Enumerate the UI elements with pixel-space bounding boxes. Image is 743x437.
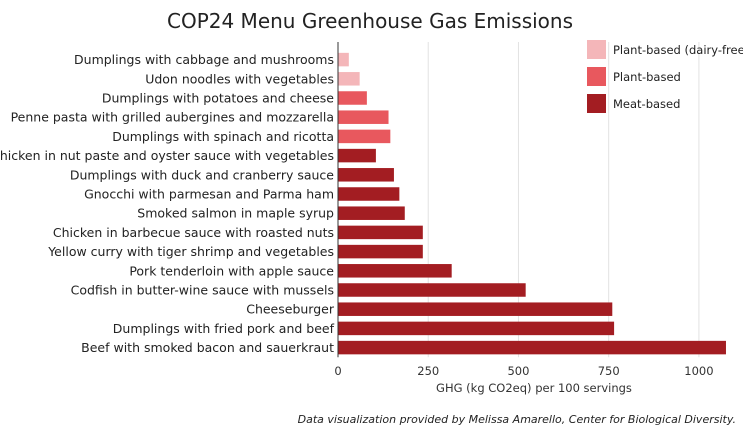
- x-axis-ticks: 0 250 500 750 1000: [334, 364, 713, 378]
- category-label: Smoked salmon in maple syrup: [137, 206, 334, 221]
- bar: [338, 129, 391, 144]
- bar: [338, 52, 349, 67]
- x-axis-title: GHG (kg CO2eq) per 100 servings: [436, 381, 632, 395]
- category-label: Udon noodles with vegetables: [145, 71, 334, 86]
- bar: [338, 264, 452, 278]
- category-label: Dumplings with duck and cranberry sauce: [70, 167, 334, 182]
- legend-label: Plant-based (dairy-free): [613, 43, 743, 57]
- bar: [338, 110, 389, 124]
- category-label: Cheeseburger: [246, 302, 335, 317]
- x-tick-label: 1000: [684, 364, 713, 378]
- category-label: Dumplings with fried pork and beef: [113, 321, 335, 336]
- category-label: Dumplings with cabbage and mushrooms: [74, 52, 334, 67]
- bar: [338, 148, 376, 163]
- bar: [338, 340, 726, 355]
- chart-title: COP24 Menu Greenhouse Gas Emissions: [167, 9, 573, 33]
- credit-note: Data visualization provided by Melissa A…: [298, 413, 736, 426]
- category-label: Chicken in nut paste and oyster sauce wi…: [0, 148, 334, 163]
- legend-swatch: [587, 40, 606, 59]
- category-label: Codfish in butter-wine sauce with mussel…: [71, 283, 334, 298]
- category-label: Dumplings with spinach and ricotta: [112, 129, 334, 144]
- legend-swatch: [587, 67, 606, 86]
- category-label: Chicken in barbecue sauce with roasted n…: [53, 225, 334, 240]
- legend-label: Meat-based: [613, 97, 680, 111]
- category-labels: Dumplings with cabbage and mushrooms Udon…: [0, 52, 335, 355]
- bar: [338, 72, 360, 86]
- bar: [338, 302, 613, 316]
- bar: [338, 168, 394, 182]
- bar: [338, 91, 367, 105]
- x-tick-label: 500: [507, 364, 529, 378]
- bar: [338, 187, 400, 201]
- legend-swatch: [587, 94, 606, 113]
- bars: [338, 52, 726, 355]
- category-label: Beef with smoked bacon and sauerkraut: [81, 340, 334, 355]
- category-label: Penne pasta with grilled aubergines and …: [11, 110, 334, 125]
- bar: [338, 206, 405, 220]
- legend: Plant-based (dairy-free) Plant-based Meat-…: [587, 40, 743, 113]
- bar: [338, 225, 423, 240]
- legend-label: Plant-based: [613, 70, 681, 84]
- x-tick-label: 250: [417, 364, 439, 378]
- x-tick-label: 0: [334, 364, 341, 378]
- bar: [338, 321, 615, 336]
- category-label: Pork tenderloin with apple sauce: [129, 263, 334, 278]
- bar: [338, 283, 526, 297]
- bar: [338, 244, 423, 259]
- x-tick-label: 750: [598, 364, 620, 378]
- category-label: Gnocchi with parmesan and Parma ham: [84, 187, 334, 202]
- category-label: Yellow curry with tiger shrimp and veget…: [47, 244, 334, 259]
- category-label: Dumplings with potatoes and cheese: [102, 91, 334, 106]
